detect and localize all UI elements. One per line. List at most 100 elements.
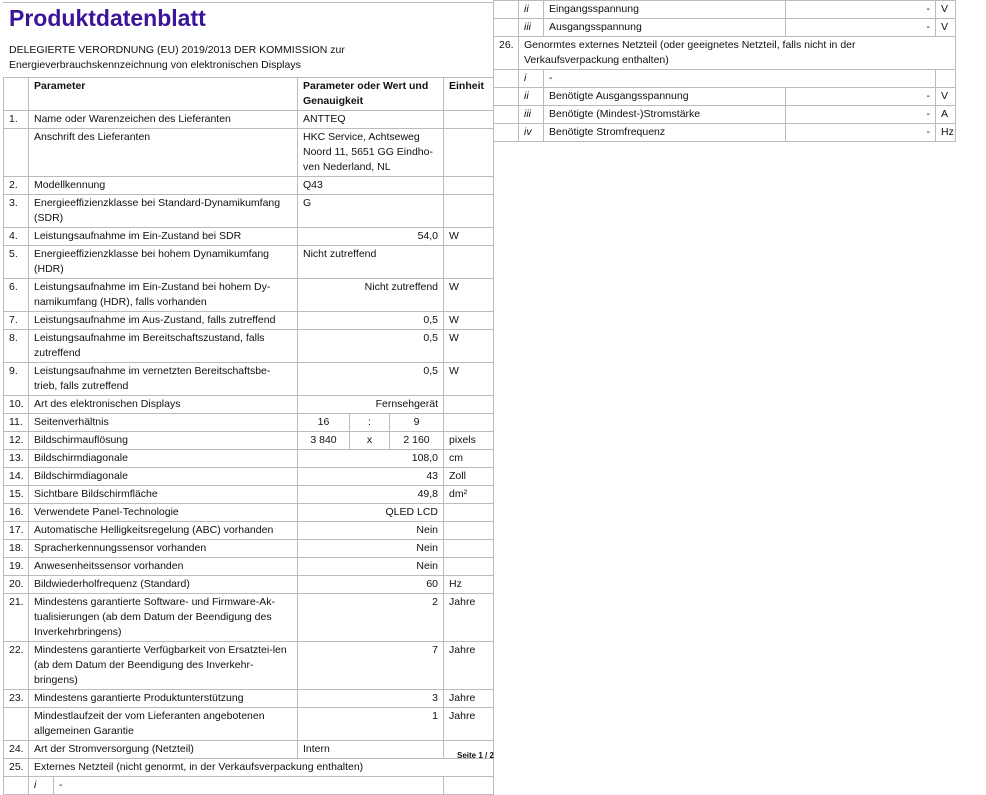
row-value: G: [296, 194, 445, 228]
row-number: 17.: [3, 521, 29, 540]
row-parameter: Verwendete Panel-Technologie: [28, 503, 298, 522]
table-row: iv Benötigte Stromfrequenz - Hz: [493, 123, 956, 142]
row-parameter: Automatische Helligkeitsregelung (ABC) v…: [28, 521, 298, 540]
row-unit: [443, 776, 495, 795]
row-unit: W: [443, 362, 495, 396]
row-parameter: Spracherkennungssensor vorhanden: [28, 539, 298, 558]
row-unit: pixels: [443, 431, 495, 450]
table-row: 20. Bildwiederholfrequenz (Standard) 60 Hz: [3, 575, 495, 594]
row-unit: Hz: [935, 123, 956, 142]
table-row: 14. Bildschirmdiagonale 43 Zoll: [3, 467, 495, 486]
row-unit: W: [443, 329, 495, 363]
table-row: 12. Bildschirmauflösung 3 840 x 2 160 pixels: [3, 431, 495, 450]
row-parameter: Leistungsaufnahme im Ein-Zustand bei hoh…: [28, 278, 298, 312]
row-value: Intern: [296, 740, 445, 759]
row-unit: [935, 69, 956, 88]
row-unit: [443, 557, 495, 576]
row-value-a: 16: [297, 413, 350, 432]
row-subindex: iii: [518, 18, 544, 37]
row-unit: Jahre: [443, 593, 495, 642]
row-parameter: Mindestens garantierte Software- und Fir…: [28, 593, 298, 642]
row-parameter: Modellkennung: [28, 176, 298, 195]
row-value: 49,8: [296, 485, 445, 504]
row-parameter: Mindestlaufzeit der vom Lieferanten ange…: [28, 707, 298, 741]
table-row: 5. Energieeffizienzklasse bei hohem Dynam…: [3, 245, 495, 279]
row-number: 10.: [3, 395, 29, 414]
row-parameter: Energieeffizienzklasse bei Standard-Dyna…: [28, 194, 298, 228]
table-row: 19. Anwesenheitssensor vorhanden Nein: [3, 557, 495, 576]
row-number: [493, 105, 519, 124]
row-number: [493, 87, 519, 106]
row-parameter: Name oder Warenzeichen des Lieferanten: [28, 110, 298, 129]
row-unit: Jahre: [443, 689, 495, 708]
header-unit: Einheit: [443, 77, 495, 111]
row-number: 25.: [3, 758, 29, 777]
row-number: [493, 18, 519, 37]
row-value-separator: :: [349, 413, 390, 432]
product-sheet-left: Produktdatenblatt DELEGIERTE VERORDNUNG …: [3, 2, 495, 795]
row-parameter: Ausgangsspannung: [543, 18, 786, 37]
row-number: [493, 69, 519, 88]
row-parameter: Eingangsspannung: [543, 0, 786, 19]
row-subindex: i: [518, 69, 544, 88]
row-value: ANTTEQ: [296, 110, 445, 129]
row-number: 7.: [3, 311, 29, 330]
row-unit: dm²: [443, 485, 495, 504]
table-row: iii Ausgangsspannung - V: [493, 18, 956, 37]
table-row: 4. Leistungsaufnahme im Ein-Zustand bei S…: [3, 227, 495, 246]
row-number: [3, 776, 29, 795]
table-row: 6. Leistungsaufnahme im Ein-Zustand bei h…: [3, 278, 495, 312]
table-row: ii Benötigte Ausgangsspannung - V: [493, 87, 956, 106]
row-parameter: Seitenverhältnis: [28, 413, 298, 432]
subtitle-line: DELEGIERTE VERORDNUNG (EU) 2019/2013 DER…: [9, 44, 345, 56]
row-parameter: Benötigte (Mindest-)Stromstärke: [543, 105, 786, 124]
row-number: 16.: [3, 503, 29, 522]
row-value: 3: [296, 689, 445, 708]
row-unit: [443, 128, 495, 177]
row-value: Q43: [296, 176, 445, 195]
row-unit: Jahre: [443, 641, 495, 690]
table-row: 25. Externes Netzteil (nicht genormt, in …: [3, 758, 495, 777]
row-number: 15.: [3, 485, 29, 504]
table-row: i-: [493, 69, 956, 88]
row-number: 13.: [3, 449, 29, 468]
row-number: [493, 123, 519, 142]
row-value: QLED LCD: [296, 503, 445, 522]
row-parameter: Mindestens garantierte Verfügbarkeit von…: [28, 641, 298, 690]
row-value: 0,5: [296, 329, 445, 363]
row-number: [3, 128, 29, 177]
row-unit: [443, 110, 495, 129]
row-unit: W: [443, 227, 495, 246]
row-value: HKC Service, Achtseweg Noord 11, 5651 GG…: [296, 128, 445, 177]
table-row: 17. Automatische Helligkeitsregelung (ABC…: [3, 521, 495, 540]
row-number: 5.: [3, 245, 29, 279]
row-number: 19.: [3, 557, 29, 576]
row-value: -: [785, 105, 936, 124]
row-unit: [443, 194, 495, 228]
row-number: 3.: [3, 194, 29, 228]
table-row: 26. Genormtes externes Netzteil (oder gee…: [493, 36, 956, 70]
row-unit: [443, 245, 495, 279]
row-parameter: Genormtes externes Netzteil (oder geeign…: [518, 36, 956, 70]
table-row: i-: [3, 776, 495, 795]
row-value-separator: x: [349, 431, 390, 450]
row-number: 12.: [3, 431, 29, 450]
row-parameter: Benötigte Ausgangsspannung: [543, 87, 786, 106]
row-parameter: Art des elektronischen Displays: [28, 395, 298, 414]
row-value: Nein: [296, 521, 445, 540]
table-row: 24. Art der Stromversorgung (Netzteil) Int…: [3, 740, 495, 759]
table-row: 8. Leistungsaufnahme im Bereitschaftszust…: [3, 329, 495, 363]
table-row: 22. Mindestens garantierte Verfügbarkeit …: [3, 641, 495, 690]
row-value: 0,5: [296, 362, 445, 396]
row-unit: [443, 503, 495, 522]
page-number: Seite 1 / 2: [457, 751, 494, 760]
table-row: 23. Mindestens garantierte Produktunterst…: [3, 689, 495, 708]
row-unit: [443, 395, 495, 414]
table-row: 16. Verwendete Panel-Technologie QLED LCD: [3, 503, 495, 522]
table-row: 21. Mindestens garantierte Software- und …: [3, 593, 495, 642]
row-number: [493, 0, 519, 19]
row-number: 22.: [3, 641, 29, 690]
row-number: 8.: [3, 329, 29, 363]
